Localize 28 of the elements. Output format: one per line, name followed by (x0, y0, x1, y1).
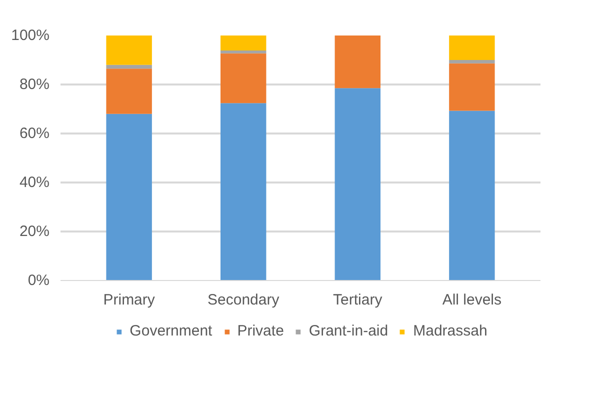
y-tick-label: 20% (19, 223, 50, 240)
bar (449, 60, 495, 64)
bar (334, 36, 380, 88)
bar (449, 63, 495, 111)
y-tick-label: 80% (19, 76, 50, 93)
x-tick-label: Tertiary (333, 292, 383, 308)
y-tick-label: 100% (11, 27, 50, 44)
bar (106, 114, 152, 280)
bar (106, 64, 152, 69)
legend-label: Government (130, 322, 212, 340)
bar (220, 103, 266, 280)
legend-label: Private (237, 322, 284, 340)
x-tick-label: Secondary (208, 292, 280, 308)
y-tick-label: 60% (19, 125, 50, 142)
bar (106, 68, 152, 114)
legend-label: Grant-in-aid (308, 322, 388, 340)
x-tick-label: Primary (103, 292, 156, 308)
bar (334, 88, 380, 280)
x-tick-label: All levels (442, 292, 502, 308)
y-tick-label: 40% (19, 174, 50, 191)
bar (220, 50, 266, 54)
bar (220, 53, 266, 104)
legend-label: Madrassah (413, 322, 488, 340)
bar (449, 110, 495, 280)
bar (449, 36, 495, 60)
y-tick-label: 0% (28, 272, 50, 289)
bar (220, 36, 266, 50)
bar (106, 36, 152, 65)
